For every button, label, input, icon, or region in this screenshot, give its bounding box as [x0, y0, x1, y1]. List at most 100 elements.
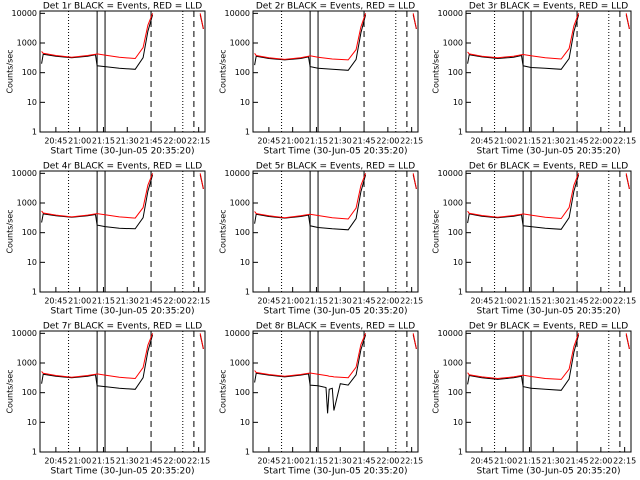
x-tick-label: 21:45 — [140, 457, 163, 466]
y-tick-label: 10 — [240, 258, 250, 267]
x-tick-label: 21:30 — [329, 137, 352, 146]
y-tick-label: 10000 — [438, 169, 463, 178]
x-tick-label: 21:00 — [494, 457, 517, 466]
y-tick-label: 10000 — [438, 9, 463, 18]
x-tick-label: 20:45 — [44, 457, 67, 466]
y-tick-label: 1 — [245, 128, 250, 137]
plot-frame — [465, 10, 632, 133]
x-tick-label: 21:00 — [68, 457, 91, 466]
y-tick-label: 1000 — [230, 359, 250, 368]
y-axis-label: Counts/sec — [219, 209, 228, 253]
y-axis-label: Counts/sec — [6, 209, 15, 253]
x-tick-label: 21:30 — [116, 297, 139, 306]
series-line — [467, 14, 630, 70]
x-tick-label: 22:15 — [187, 297, 210, 306]
y-tick-label: 10000 — [225, 169, 250, 178]
x-tick-label: 21:30 — [329, 457, 352, 466]
x-tick-label: 21:15 — [518, 137, 541, 146]
chart-title: Det 8r BLACK = Events, RED = LLD — [256, 322, 415, 332]
chart-title: Det 5r BLACK = Events, RED = LLD — [256, 162, 415, 172]
x-tick-label: 21:30 — [542, 137, 565, 146]
y-axis-label: Counts/sec — [6, 369, 15, 413]
x-tick-label: 21:30 — [542, 457, 565, 466]
y-tick-label: 100 — [22, 228, 37, 237]
x-axis-label: Start Time (30-Jun-05 20:35:20) — [477, 467, 621, 477]
y-axis-label: Counts/sec — [432, 209, 441, 253]
panel: Det 3r BLACK = Events, RED = LLD Start Ti… — [432, 2, 637, 157]
x-tick-label: 21:15 — [518, 457, 541, 466]
y-tick-label: 1 — [32, 128, 37, 137]
x-tick-label: 21:30 — [329, 297, 352, 306]
y-axis-label: Counts/sec — [6, 49, 15, 93]
x-tick-label: 21:45 — [353, 137, 376, 146]
x-tick-label: 21:15 — [92, 457, 115, 466]
y-tick-label: 1000 — [230, 199, 250, 208]
x-tick-label: 22:00 — [163, 137, 186, 146]
x-tick-label: 21:00 — [281, 297, 304, 306]
x-tick-label: 21:45 — [566, 457, 589, 466]
plot-frame — [39, 330, 206, 453]
series-line — [467, 333, 630, 380]
x-tick-label: 22:15 — [400, 137, 423, 146]
x-tick-label: 21:00 — [68, 297, 91, 306]
chart-title: Det 2r BLACK = Events, RED = LLD — [256, 2, 415, 12]
y-tick-label: 1000 — [230, 39, 250, 48]
panel: Det 7r BLACK = Events, RED = LLD Start Ti… — [6, 322, 211, 477]
series-line — [254, 13, 417, 61]
x-tick-label: 21:45 — [566, 297, 589, 306]
x-tick-label: 21:15 — [92, 137, 115, 146]
y-axis-label: Counts/sec — [432, 49, 441, 93]
x-tick-label: 20:45 — [470, 457, 493, 466]
x-tick-label: 22:15 — [187, 137, 210, 146]
y-tick-label: 10000 — [438, 329, 463, 338]
x-tick-label: 21:30 — [116, 137, 139, 146]
x-tick-label: 21:30 — [116, 457, 139, 466]
y-tick-label: 100 — [448, 228, 463, 237]
panel: Det 8r BLACK = Events, RED = LLD Start Ti… — [219, 322, 424, 477]
series-line — [467, 174, 630, 230]
y-tick-label: 1 — [458, 448, 463, 457]
y-tick-label: 1 — [458, 128, 463, 137]
x-tick-label: 22:15 — [400, 297, 423, 306]
x-tick-label: 21:00 — [494, 137, 517, 146]
x-tick-label: 22:15 — [613, 137, 636, 146]
y-axis-label: Counts/sec — [432, 369, 441, 413]
x-tick-label: 21:15 — [92, 297, 115, 306]
y-tick-label: 10 — [240, 418, 250, 427]
y-tick-label: 100 — [22, 388, 37, 397]
series-line — [41, 173, 204, 219]
y-tick-label: 1 — [245, 288, 250, 297]
panel: Det 6r BLACK = Events, RED = LLD Start Ti… — [432, 162, 637, 317]
y-tick-label: 1000 — [17, 199, 37, 208]
x-tick-label: 20:45 — [44, 137, 67, 146]
plot-frame — [252, 10, 419, 133]
y-tick-label: 10 — [453, 98, 463, 107]
y-tick-label: 10000 — [225, 329, 250, 338]
x-axis-label: Start Time (30-Jun-05 20:35:20) — [51, 307, 195, 317]
x-tick-label: 22:00 — [589, 457, 612, 466]
x-tick-label: 21:00 — [68, 137, 91, 146]
x-axis-label: Start Time (30-Jun-05 20:35:20) — [477, 147, 621, 157]
panel: Det 1r BLACK = Events, RED = LLD Start Ti… — [6, 2, 211, 157]
x-tick-label: 21:00 — [494, 297, 517, 306]
series-line — [254, 174, 417, 231]
x-tick-label: 20:45 — [470, 297, 493, 306]
series-line — [254, 334, 417, 414]
panel: Det 4r BLACK = Events, RED = LLD Start Ti… — [6, 162, 211, 317]
chart-title: Det 3r BLACK = Events, RED = LLD — [469, 2, 628, 12]
y-tick-label: 10 — [27, 418, 37, 427]
x-axis-label: Start Time (30-Jun-05 20:35:20) — [264, 147, 408, 157]
x-axis-label: Start Time (30-Jun-05 20:35:20) — [264, 307, 408, 317]
x-tick-label: 22:15 — [613, 457, 636, 466]
x-tick-label: 22:00 — [376, 457, 399, 466]
y-tick-label: 100 — [235, 388, 250, 397]
y-axis-label: Counts/sec — [219, 369, 228, 413]
y-tick-label: 1 — [32, 288, 37, 297]
y-tick-label: 100 — [235, 68, 250, 77]
x-axis-label: Start Time (30-Jun-05 20:35:20) — [477, 307, 621, 317]
y-tick-label: 100 — [22, 68, 37, 77]
y-tick-label: 10000 — [12, 169, 37, 178]
y-tick-label: 1000 — [17, 359, 37, 368]
series-line — [41, 334, 204, 390]
